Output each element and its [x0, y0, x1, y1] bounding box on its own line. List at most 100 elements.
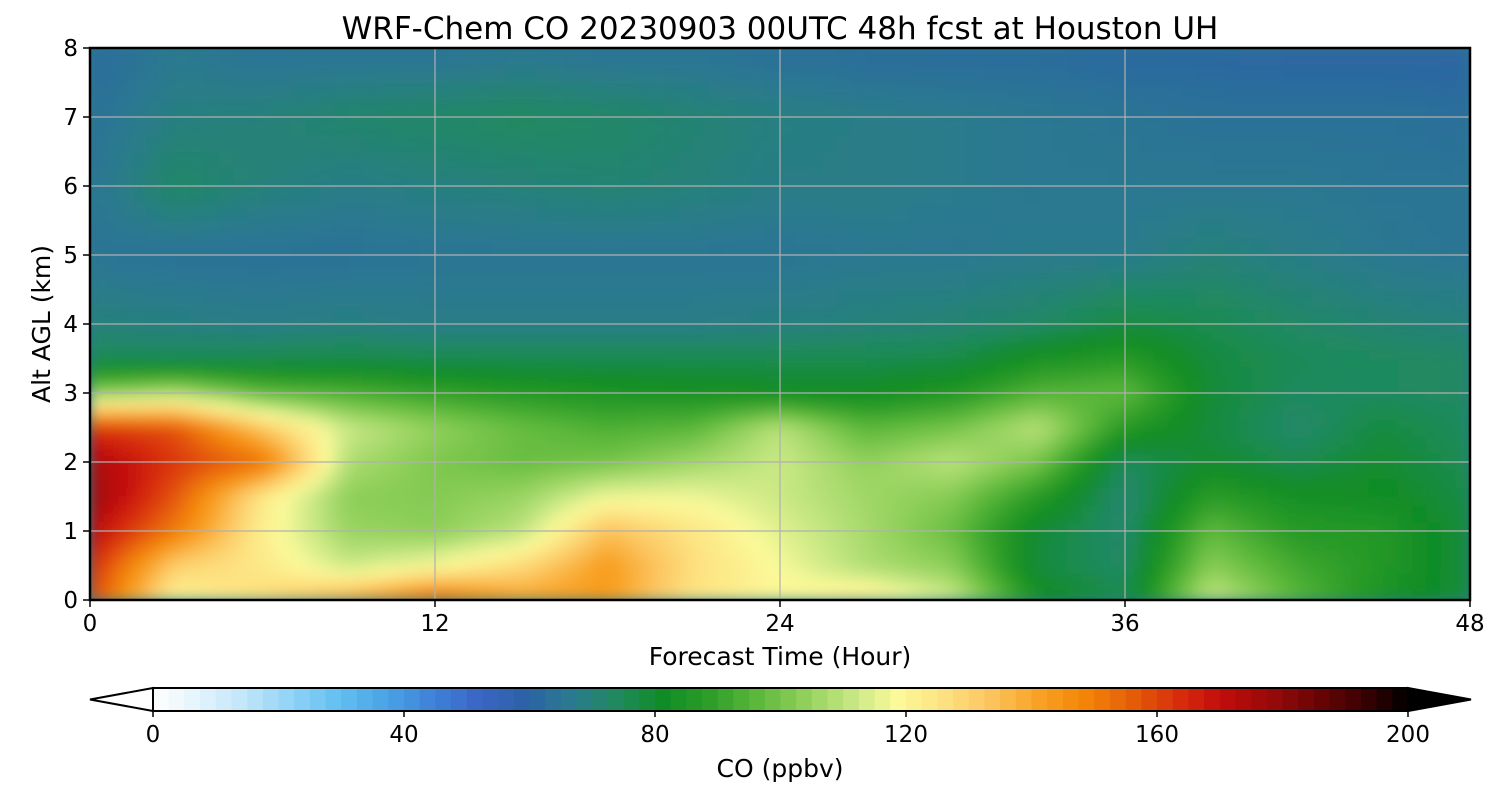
heatmap-cell — [420, 332, 436, 342]
heatmap-cell — [779, 150, 795, 170]
heatmap-cell — [420, 504, 436, 515]
heatmap-cell — [1354, 409, 1370, 420]
heatmap-cell — [894, 185, 910, 204]
heatmap-cell — [1153, 409, 1169, 420]
colorbar-tick-label: 0 — [146, 722, 161, 748]
heatmap-cell — [161, 530, 177, 541]
heatmap-cell — [233, 340, 249, 351]
heatmap-cell — [808, 375, 824, 385]
heatmap-cell — [1138, 116, 1155, 135]
heatmap-cell — [736, 306, 752, 325]
heatmap-cell — [204, 487, 220, 498]
heatmap-cell — [1426, 254, 1442, 273]
heatmap-cell — [563, 288, 580, 308]
heatmap-cell — [1282, 409, 1299, 420]
heatmap-cell — [146, 504, 163, 515]
heatmap-cell — [448, 219, 465, 239]
heatmap-cell — [276, 375, 292, 385]
heatmap-cell — [966, 64, 982, 84]
heatmap-cell — [765, 444, 781, 454]
heatmap-cell — [506, 64, 522, 84]
heatmap-cell — [1023, 504, 1040, 515]
heatmap-cell — [578, 521, 594, 532]
heatmap-cell — [707, 478, 724, 489]
heatmap-cell — [305, 306, 321, 325]
heatmap-cell — [1196, 202, 1212, 222]
heatmap-cell — [1325, 48, 1342, 66]
heatmap-cell — [1009, 521, 1025, 532]
heatmap-cell — [937, 133, 954, 153]
heatmap-cell — [995, 340, 1011, 351]
heatmap-cell — [836, 168, 853, 187]
heatmap-cell — [923, 349, 939, 360]
heatmap-cell — [894, 418, 910, 429]
heatmap-cell — [1268, 401, 1284, 411]
heatmap-cell — [678, 202, 695, 222]
heatmap-cell — [376, 383, 393, 394]
heatmap-cell — [1340, 254, 1356, 273]
heatmap-cell — [305, 168, 321, 187]
heatmap-cell — [103, 332, 120, 342]
heatmap-cell — [175, 452, 192, 463]
heatmap-cell — [376, 185, 393, 204]
heatmap-cell — [1368, 461, 1385, 472]
heatmap-cell — [650, 366, 666, 377]
heatmap-cell — [1081, 202, 1097, 222]
heatmap-cell — [146, 470, 163, 480]
heatmap-cell — [808, 349, 824, 360]
heatmap-cell — [1426, 487, 1442, 498]
heatmap-cell — [118, 323, 134, 334]
heatmap-cell — [1110, 48, 1126, 66]
heatmap-cell — [1368, 202, 1385, 222]
heatmap-cell — [995, 590, 1011, 600]
heatmap-cell — [348, 271, 364, 291]
heatmap-cell — [1095, 133, 1112, 153]
heatmap-cell — [1354, 435, 1370, 446]
heatmap-cell — [1095, 461, 1112, 472]
heatmap-cell — [1397, 219, 1414, 239]
heatmap-cell — [822, 426, 839, 437]
heatmap-cell — [1383, 185, 1399, 204]
heatmap-cell — [736, 470, 752, 480]
heatmap-cell — [90, 349, 105, 360]
heatmap-cell — [1138, 530, 1155, 541]
heatmap-cell — [923, 418, 939, 429]
heatmap-cell — [1311, 332, 1327, 342]
heatmap-cell — [865, 470, 882, 480]
heatmap-cell — [793, 530, 810, 541]
heatmap-cell — [1383, 271, 1399, 291]
heatmap-cell — [578, 323, 594, 334]
heatmap-cell — [362, 426, 379, 437]
heatmap-cell — [980, 332, 997, 342]
heatmap-cell — [750, 452, 767, 463]
heatmap-cell — [894, 150, 910, 170]
heatmap-cell — [103, 185, 120, 204]
heatmap-cell — [693, 116, 709, 135]
heatmap-cell — [951, 383, 968, 394]
heatmap-cell — [578, 168, 594, 187]
heatmap-cell — [434, 237, 450, 256]
heatmap-cell — [1167, 99, 1184, 118]
heatmap-cell — [90, 323, 105, 334]
heatmap-cell — [1210, 478, 1227, 489]
heatmap-cell — [1411, 375, 1428, 385]
heatmap-cell — [1440, 582, 1457, 592]
heatmap-cell — [319, 418, 335, 429]
heatmap-cell — [348, 556, 364, 567]
heatmap-cell — [1440, 478, 1457, 489]
heatmap-cell — [1181, 521, 1198, 532]
heatmap-cell — [549, 383, 565, 394]
heatmap-cell — [190, 418, 206, 429]
heatmap-cell — [1138, 375, 1155, 385]
heatmap-cell — [420, 530, 436, 541]
heatmap-cell — [678, 478, 695, 489]
heatmap-cell — [908, 366, 925, 377]
heatmap-cell — [836, 99, 853, 118]
colorbar-bin — [1157, 688, 1174, 711]
heatmap-cell — [951, 349, 968, 360]
heatmap-cell — [1411, 306, 1428, 325]
heatmap-cell — [736, 418, 752, 429]
heatmap-cell — [463, 375, 479, 385]
heatmap-cell — [966, 332, 982, 342]
heatmap-cell — [1023, 521, 1040, 532]
